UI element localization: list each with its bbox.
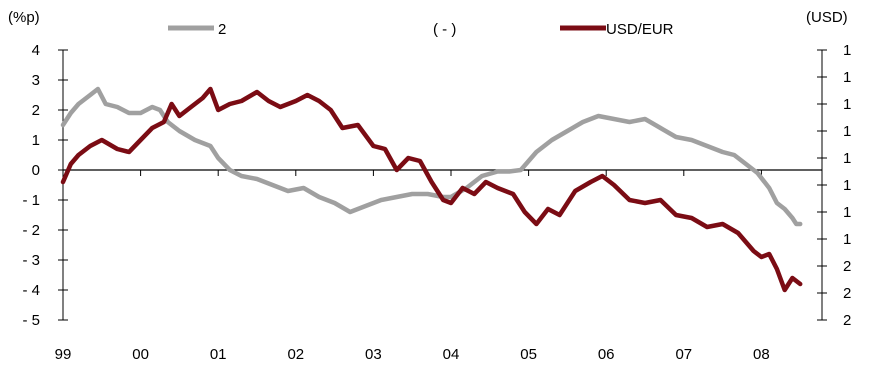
right-axis-tick-label: 2 xyxy=(843,312,851,329)
right-axis-tick-label: 1 xyxy=(843,150,851,167)
x-axis-tick-label: 05 xyxy=(520,346,537,363)
left-axis-tick-label: - 3 xyxy=(22,252,40,269)
x-axis-tick-label: 04 xyxy=(443,346,460,363)
left-axis-tick-label: - 1 xyxy=(22,192,40,209)
right-axis-tick-label: 1 xyxy=(843,123,851,140)
legend-label-usd-eur: USD/EUR xyxy=(606,21,674,38)
left-axis-unit-label: (%p) xyxy=(8,9,40,26)
left-axis-tick-label: - 5 xyxy=(22,312,40,329)
right-axis-tick-label: 2 xyxy=(843,285,851,302)
right-axis-unit-label: (USD) xyxy=(806,9,848,26)
right-axis-tick-label: 1 xyxy=(843,231,851,248)
right-axis-tick-label: 1 xyxy=(843,177,851,194)
x-axis-tick-label: 02 xyxy=(287,346,304,363)
x-axis-tick-label: 06 xyxy=(598,346,615,363)
left-axis-tick-label: - 2 xyxy=(22,222,40,239)
right-axis-tick-label: 1 xyxy=(843,42,851,59)
left-axis-tick-label: - 4 xyxy=(22,282,40,299)
x-axis-tick-label: 08 xyxy=(753,346,770,363)
x-axis-tick-label: 99 xyxy=(55,346,72,363)
right-axis-tick-label: 1 xyxy=(843,96,851,113)
legend-group: 2 ( - ) USD/EUR xyxy=(168,21,674,38)
right-axis-tick-label: 1 xyxy=(843,69,851,86)
left-axis-tick-label: 0 xyxy=(32,162,40,179)
series-line-usd-eur xyxy=(60,86,803,293)
x-axis-tick-label: 01 xyxy=(210,346,227,363)
right-axis-tick-label: 1 xyxy=(843,204,851,221)
series-group xyxy=(60,86,803,293)
legend-middle-text: ( - ) xyxy=(433,21,456,38)
left-axis-tick-label: 1 xyxy=(32,132,40,149)
left-axis-tick-label: 2 xyxy=(32,102,40,119)
x-axis-tick-label: 00 xyxy=(132,346,149,363)
right-axis-tick-label: 2 xyxy=(843,258,851,275)
left-axis-tick-label: 4 xyxy=(32,42,40,59)
left-axis-tick-label: 3 xyxy=(32,72,40,89)
series-line-gray xyxy=(60,86,803,227)
legend-label-gray: 2 xyxy=(218,21,226,38)
x-axis-tick-label: 07 xyxy=(675,346,692,363)
x-axis-tick-label: 03 xyxy=(365,346,382,363)
